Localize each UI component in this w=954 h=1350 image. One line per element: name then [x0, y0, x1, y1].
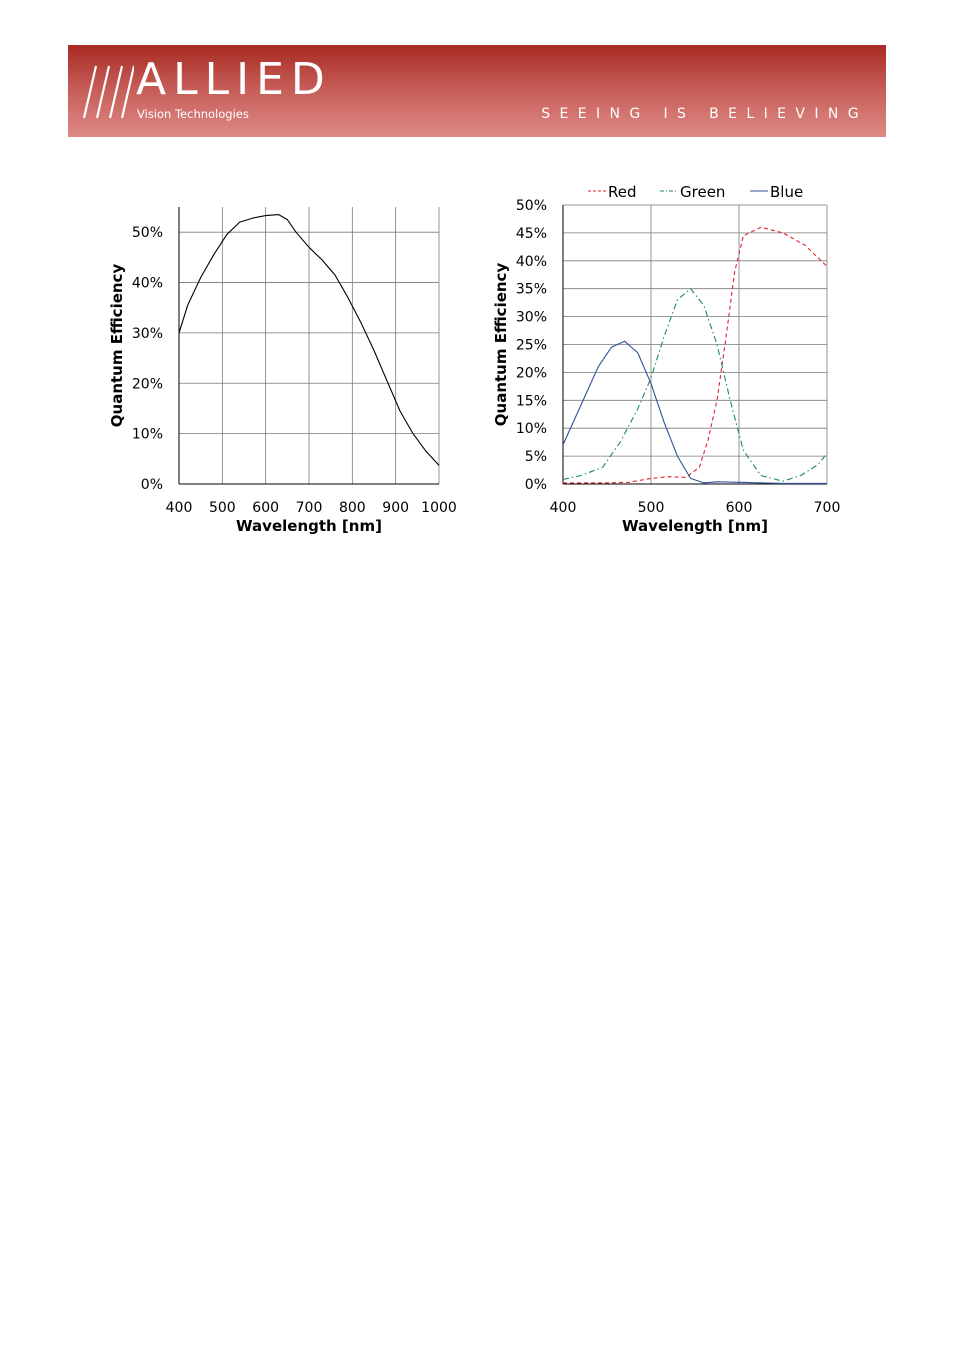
- series-line-qe: [178, 214, 440, 466]
- x-tick-label: 800: [339, 500, 366, 516]
- x-tick-label: 900: [382, 500, 409, 516]
- x-axis-title: Wavelength [nm]: [236, 517, 382, 535]
- y-tick-label: 15%: [516, 393, 547, 409]
- y-tick-label: 25%: [516, 338, 547, 354]
- x-tick-label: 600: [252, 500, 279, 516]
- logo-subtext: Vision Technologies: [137, 107, 249, 121]
- x-axis-title: Wavelength [nm]: [622, 517, 768, 535]
- header-banner: [68, 45, 886, 137]
- logo-text: ALLIED: [136, 54, 332, 105]
- y-tick-label: 30%: [516, 310, 547, 326]
- legend-label-red: Red: [608, 183, 637, 201]
- logo-slashes-icon: [82, 65, 134, 119]
- x-tick-label: 1000: [421, 500, 457, 516]
- y-tick-label: 20%: [132, 376, 163, 392]
- legend-label-green: Green: [680, 183, 725, 201]
- y-tick-label: 20%: [516, 365, 547, 381]
- series-line-green: [562, 288, 828, 482]
- series-line-red: [563, 226, 828, 484]
- y-tick-label: 0%: [525, 477, 547, 493]
- x-tick-label: 500: [638, 500, 665, 516]
- x-tick-label: 500: [209, 500, 236, 516]
- y-tick-label: 45%: [516, 226, 547, 242]
- y-tick-label: 40%: [132, 276, 163, 292]
- y-tick-label: 10%: [516, 421, 547, 437]
- x-tick-label: 700: [296, 500, 323, 516]
- y-tick-label: 35%: [516, 282, 547, 298]
- y-axis-title: Quantum Efficiency: [108, 264, 126, 428]
- y-tick-label: 50%: [516, 198, 547, 214]
- legend-label-blue: Blue: [770, 183, 803, 201]
- y-axis-title: Quantum Efficiency: [492, 263, 510, 427]
- series-line-blue: [562, 340, 827, 484]
- x-tick-label: 600: [726, 500, 753, 516]
- x-tick-label: 400: [166, 500, 193, 516]
- x-tick-label: 400: [550, 500, 577, 516]
- y-tick-label: 0%: [141, 477, 163, 493]
- y-tick-label: 10%: [132, 427, 163, 443]
- y-tick-label: 50%: [132, 225, 163, 241]
- x-tick-label: 700: [814, 500, 841, 516]
- tagline: SEEING IS BELIEVING: [541, 106, 868, 122]
- y-tick-label: 40%: [516, 254, 547, 270]
- y-tick-label: 5%: [525, 449, 547, 465]
- y-tick-label: 30%: [132, 326, 163, 342]
